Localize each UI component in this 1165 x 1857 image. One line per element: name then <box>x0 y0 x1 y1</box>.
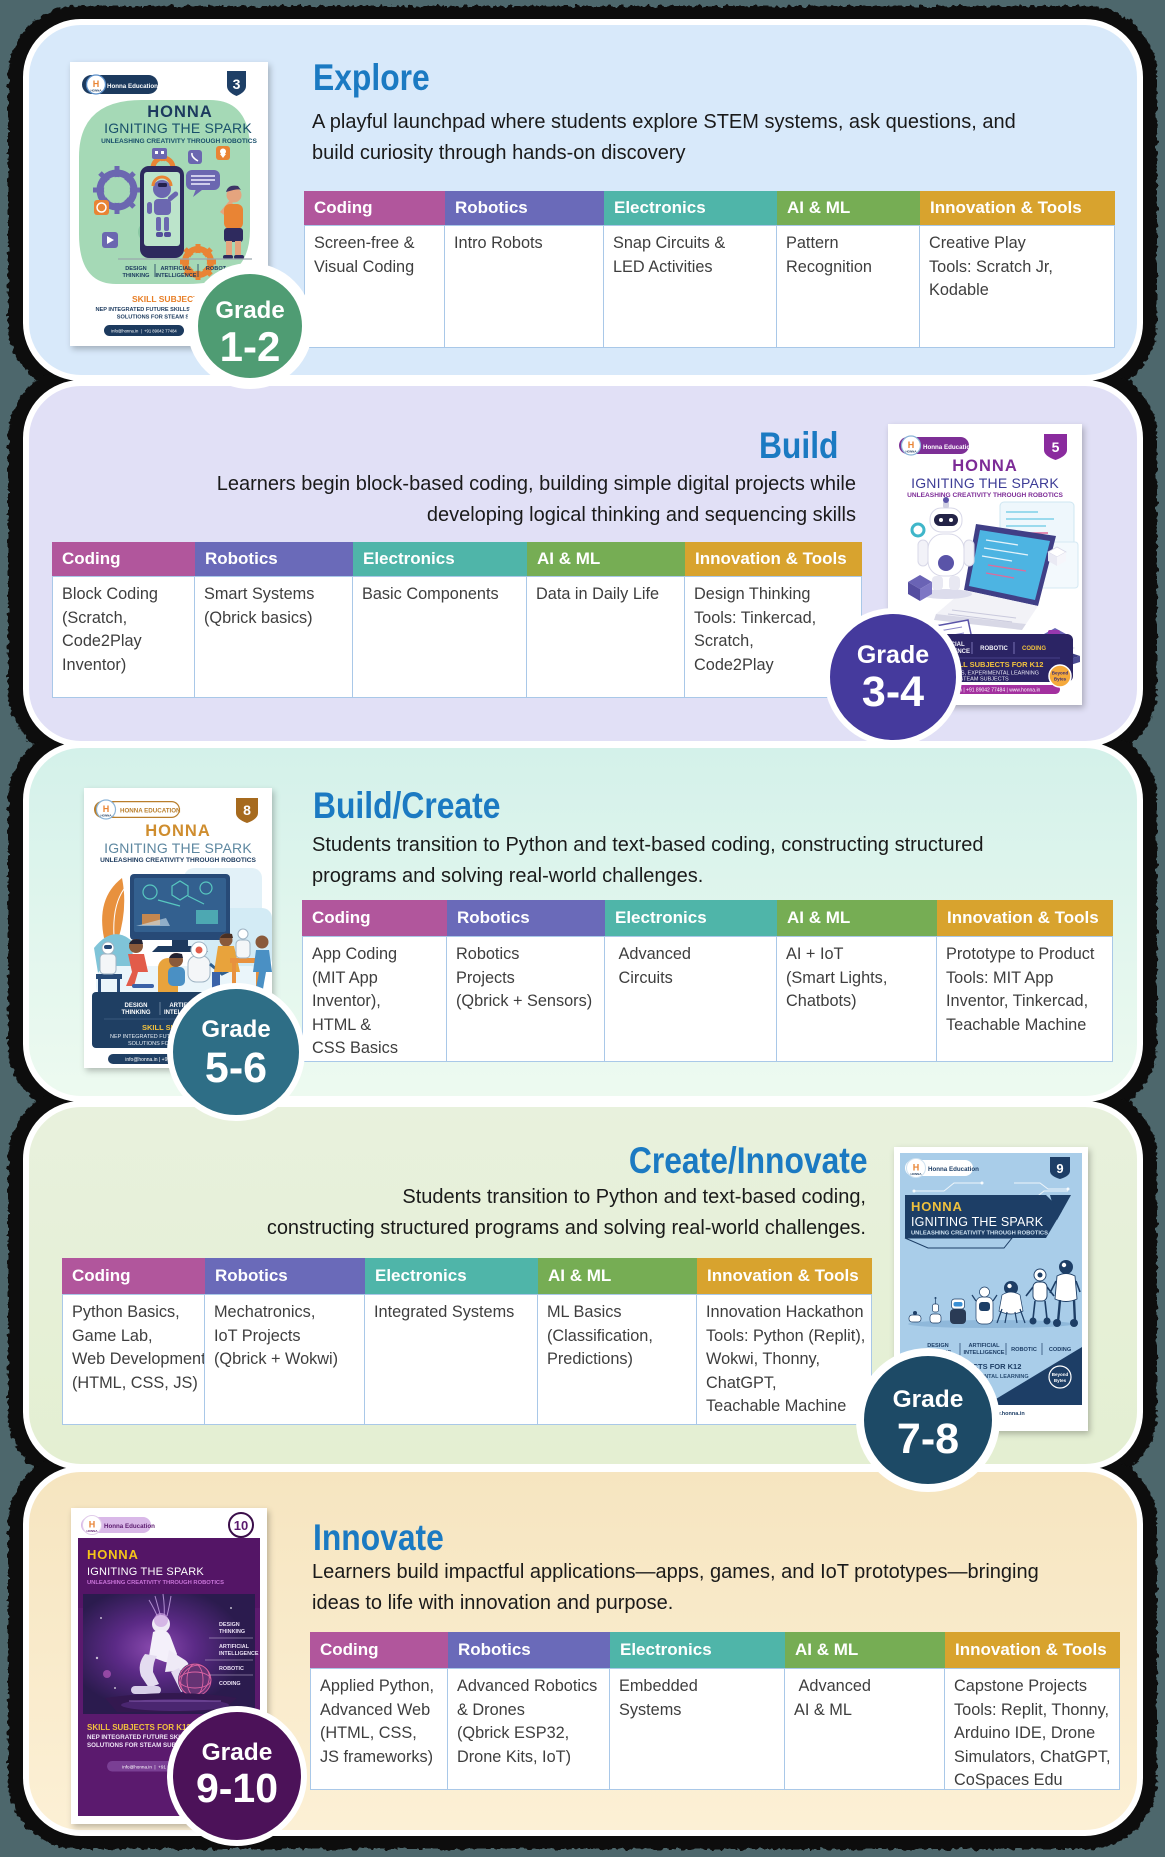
svg-text:HONNA: HONNA <box>911 1199 963 1214</box>
svg-text:Bytes: Bytes <box>1054 1378 1067 1383</box>
svg-text:UNLEASHING CREATIVITY THROUGH: UNLEASHING CREATIVITY THROUGH ROBOTICS <box>87 1580 224 1586</box>
svg-text:INTELLIGENCE: INTELLIGENCE <box>155 273 196 279</box>
svg-text:HONNA: HONNA <box>87 1529 99 1533</box>
svg-text:DESIGN: DESIGN <box>125 266 146 272</box>
svg-text:ROBOTIC: ROBOTIC <box>219 1666 244 1672</box>
svg-text:5: 5 <box>1052 439 1060 455</box>
svg-text:8: 8 <box>243 802 251 818</box>
svg-text:H: H <box>89 1520 96 1530</box>
svg-text:HONNA: HONNA <box>101 814 113 818</box>
svg-text:HONNA: HONNA <box>145 822 211 840</box>
svg-text:SOLUTIONS FOR STEAM SUBJECTS: SOLUTIONS FOR STEAM SUBJECTS <box>117 315 216 321</box>
svg-text:HONNA EDUCATION: HONNA EDUCATION <box>120 808 181 815</box>
svg-text:NEP INTEGRATED FUTURE SKILLS,: NEP INTEGRATED FUTURE SKILLS, EXPERIM <box>87 1734 223 1741</box>
svg-text:NEP INTEGRATED FUTURE SKILLS,: NEP INTEGRATED FUTURE SKILLS, EXPERIMENT… <box>95 307 237 313</box>
svg-text:ARTIFICIAL: ARTIFICIAL <box>160 266 192 272</box>
svg-text:H: H <box>913 1163 920 1173</box>
svg-text:info@honna.in | +91 8: info@honna.in | +91 8 <box>122 1765 170 1770</box>
svg-text:info@honna.in | +91 89042 77: info@honna.in | +91 89042 77484 <box>111 329 177 334</box>
svg-text:info@honna.in | +91 89042 77: info@honna.in | +91 89042 77484 | www.ho… <box>930 688 1041 694</box>
svg-text:TIONS FOR STEAM SUBJECTS: TIONS FOR STEAM SUBJECTS <box>928 677 1009 683</box>
svg-text:Honna Education: Honna Education <box>107 83 158 90</box>
svg-text:Beyond: Beyond <box>1052 671 1069 676</box>
svg-text:10: 10 <box>234 1518 248 1533</box>
svg-text:H: H <box>103 804 110 814</box>
svg-text:9: 9 <box>1056 1161 1063 1176</box>
svg-text:IGNITING THE SPARK: IGNITING THE SPARK <box>911 475 1059 491</box>
svg-text:DESIGN: DESIGN <box>219 1622 240 1628</box>
svg-text:H: H <box>908 440 915 450</box>
svg-text:ROBOTIC: ROBOTIC <box>1011 1347 1037 1353</box>
svg-text:THINKING: THINKING <box>122 273 149 279</box>
svg-text:ROBOT: ROBOT <box>206 266 227 272</box>
svg-text:Honna Education: Honna Education <box>928 1166 979 1173</box>
svg-text:ARTIFICIAL: ARTIFICIAL <box>219 1644 250 1650</box>
svg-text:THINKING: THINKING <box>122 1010 151 1016</box>
svg-text:SKILL SUBJECTS FOR K12: SKILL SUBJECTS FOR K12 <box>87 1723 191 1732</box>
svg-text:ROBOTIC: ROBOTIC <box>980 646 1008 652</box>
svg-text:SKILL SUBJECTS FOR K12: SKILL SUBJECTS FOR K12 <box>946 660 1043 669</box>
svg-text:DESIGN: DESIGN <box>927 1343 948 1349</box>
svg-text:HONNA: HONNA <box>91 89 103 93</box>
svg-text:Bytes: Bytes <box>1054 677 1067 682</box>
svg-text:FUTURE SKILLS, EXPERIMENTAL LE: FUTURE SKILLS, EXPERIMENTAL LEARNING <box>922 671 1039 677</box>
svg-text:HONNA: HONNA <box>147 103 213 121</box>
svg-text:HONNA: HONNA <box>952 457 1018 475</box>
svg-text:INTELLIGENCE: INTELLIGENCE <box>963 1350 1004 1356</box>
svg-text:SOLUTIONS FOR STEAM SUBJECTS: SOLUTIONS FOR STEAM SUBJECTS <box>87 1742 196 1749</box>
svg-text:HONNA: HONNA <box>87 1547 139 1562</box>
svg-text:ARTIFICIAL: ARTIFICIAL <box>968 1343 1000 1349</box>
svg-text:UNLEASHING CREATIVITY THROUGH: UNLEASHING CREATIVITY THROUGH ROBOTICS <box>911 1231 1048 1237</box>
svg-text:IGNITING THE SPARK: IGNITING THE SPARK <box>104 840 252 856</box>
svg-text:CODING: CODING <box>1022 646 1046 652</box>
svg-text:SKILL SUBJECTS FOR K12: SKILL SUBJECTS FOR K12 <box>132 294 243 304</box>
svg-text:UNLEASHING CREATIVITY THROUGH: UNLEASHING CREATIVITY THROUGH ROBOTICS <box>907 492 1063 499</box>
svg-text:HONNA: HONNA <box>911 1172 923 1176</box>
svg-text:THINKING: THINKING <box>219 1629 245 1635</box>
svg-text:HONNA: HONNA <box>906 450 918 454</box>
svg-text:IGNITING THE SPARK: IGNITING THE SPARK <box>104 120 252 136</box>
svg-text:Honna Education: Honna Education <box>923 444 974 451</box>
svg-text:IGNITING THE SPARK: IGNITING THE SPARK <box>911 1215 1044 1229</box>
svg-text:Honna Education: Honna Education <box>104 1523 155 1530</box>
svg-text:UNLEASHING CREATIVITY THROUGH: UNLEASHING CREATIVITY THROUGH ROBOTICS <box>101 138 257 145</box>
svg-text:Beyond: Beyond <box>1052 1372 1069 1377</box>
svg-text:CODING: CODING <box>1049 1347 1071 1353</box>
svg-text:DESIGN: DESIGN <box>124 1003 147 1009</box>
svg-text:3: 3 <box>233 76 241 92</box>
svg-text:UNLEASHING CREATIVITY THROUGH: UNLEASHING CREATIVITY THROUGH ROBOTICS <box>100 857 256 864</box>
svg-text:IGNITING THE SPARK: IGNITING THE SPARK <box>87 1566 204 1578</box>
svg-text:H: H <box>93 79 100 89</box>
svg-text:CODING: CODING <box>219 1681 241 1687</box>
svg-text:info@honna.in | +91 89042 77: info@honna.in | +91 89042 77484 <box>125 1057 201 1063</box>
svg-text:INTELLIGENCE: INTELLIGENCE <box>219 1651 259 1657</box>
